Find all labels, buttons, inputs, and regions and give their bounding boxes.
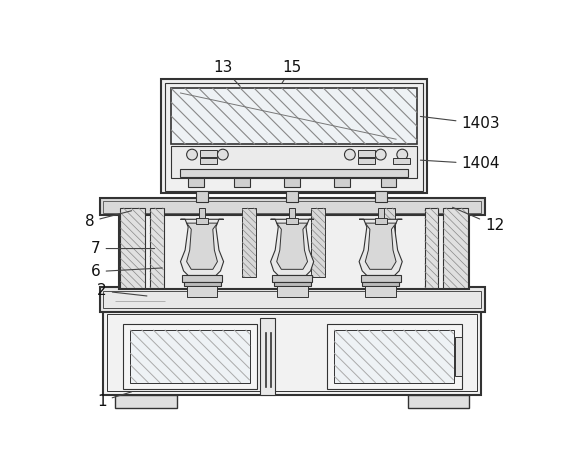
Bar bbox=[161, 79, 427, 193]
Bar bbox=[115, 395, 177, 408]
Bar bbox=[374, 218, 387, 224]
Text: 8: 8 bbox=[85, 211, 132, 229]
Bar bbox=[100, 198, 484, 215]
Bar bbox=[443, 208, 467, 288]
Bar bbox=[184, 282, 221, 286]
Bar bbox=[284, 178, 300, 187]
Polygon shape bbox=[276, 223, 308, 269]
Text: 1: 1 bbox=[97, 392, 132, 409]
Bar bbox=[455, 337, 462, 375]
Bar bbox=[107, 314, 477, 391]
Polygon shape bbox=[181, 219, 223, 276]
Circle shape bbox=[375, 149, 386, 160]
Bar bbox=[104, 201, 481, 213]
Bar bbox=[357, 158, 374, 164]
Bar bbox=[289, 208, 295, 219]
Bar bbox=[181, 169, 408, 177]
Text: 13: 13 bbox=[213, 60, 240, 86]
Circle shape bbox=[397, 149, 408, 160]
Bar bbox=[272, 276, 312, 282]
Bar bbox=[150, 208, 164, 288]
Bar bbox=[260, 318, 275, 395]
Circle shape bbox=[344, 149, 355, 160]
Bar bbox=[425, 208, 438, 288]
Bar bbox=[104, 310, 481, 395]
Polygon shape bbox=[271, 219, 314, 276]
Circle shape bbox=[217, 149, 228, 160]
Bar bbox=[361, 276, 401, 282]
Bar bbox=[123, 324, 258, 389]
Bar bbox=[335, 330, 454, 382]
Bar bbox=[186, 286, 217, 297]
Bar bbox=[365, 286, 396, 297]
Bar bbox=[200, 158, 217, 164]
Polygon shape bbox=[365, 223, 396, 269]
Text: 15: 15 bbox=[282, 60, 302, 83]
Bar bbox=[274, 282, 311, 286]
Bar bbox=[196, 218, 208, 224]
Text: 12: 12 bbox=[453, 207, 504, 233]
Bar bbox=[393, 158, 410, 164]
Bar bbox=[199, 208, 205, 219]
Bar bbox=[120, 208, 145, 288]
Text: 1404: 1404 bbox=[421, 156, 500, 171]
Polygon shape bbox=[186, 223, 217, 269]
Bar bbox=[286, 218, 298, 224]
Bar bbox=[327, 324, 462, 389]
Bar bbox=[119, 206, 469, 290]
Bar bbox=[165, 83, 423, 191]
Polygon shape bbox=[359, 219, 402, 276]
Bar bbox=[377, 208, 384, 219]
Bar bbox=[100, 287, 484, 311]
Bar bbox=[362, 282, 399, 286]
Bar bbox=[171, 88, 417, 144]
Bar bbox=[276, 286, 308, 297]
Bar bbox=[131, 330, 250, 382]
Bar bbox=[335, 178, 350, 187]
Bar bbox=[182, 276, 222, 282]
Bar bbox=[234, 178, 250, 187]
Text: 6: 6 bbox=[91, 264, 162, 279]
Text: 2: 2 bbox=[97, 283, 147, 298]
Circle shape bbox=[186, 149, 197, 160]
Bar bbox=[200, 150, 217, 157]
Bar bbox=[104, 291, 481, 308]
Bar bbox=[381, 208, 394, 277]
Bar bbox=[188, 178, 203, 187]
Bar bbox=[381, 178, 396, 187]
Bar bbox=[374, 191, 387, 202]
Bar bbox=[286, 191, 298, 202]
Bar bbox=[357, 150, 374, 157]
Bar bbox=[311, 208, 325, 277]
Text: 1403: 1403 bbox=[421, 116, 500, 131]
Text: 7: 7 bbox=[91, 241, 154, 256]
Bar bbox=[171, 146, 417, 178]
Bar bbox=[408, 395, 469, 408]
Bar bbox=[242, 208, 256, 277]
Bar bbox=[196, 191, 208, 202]
